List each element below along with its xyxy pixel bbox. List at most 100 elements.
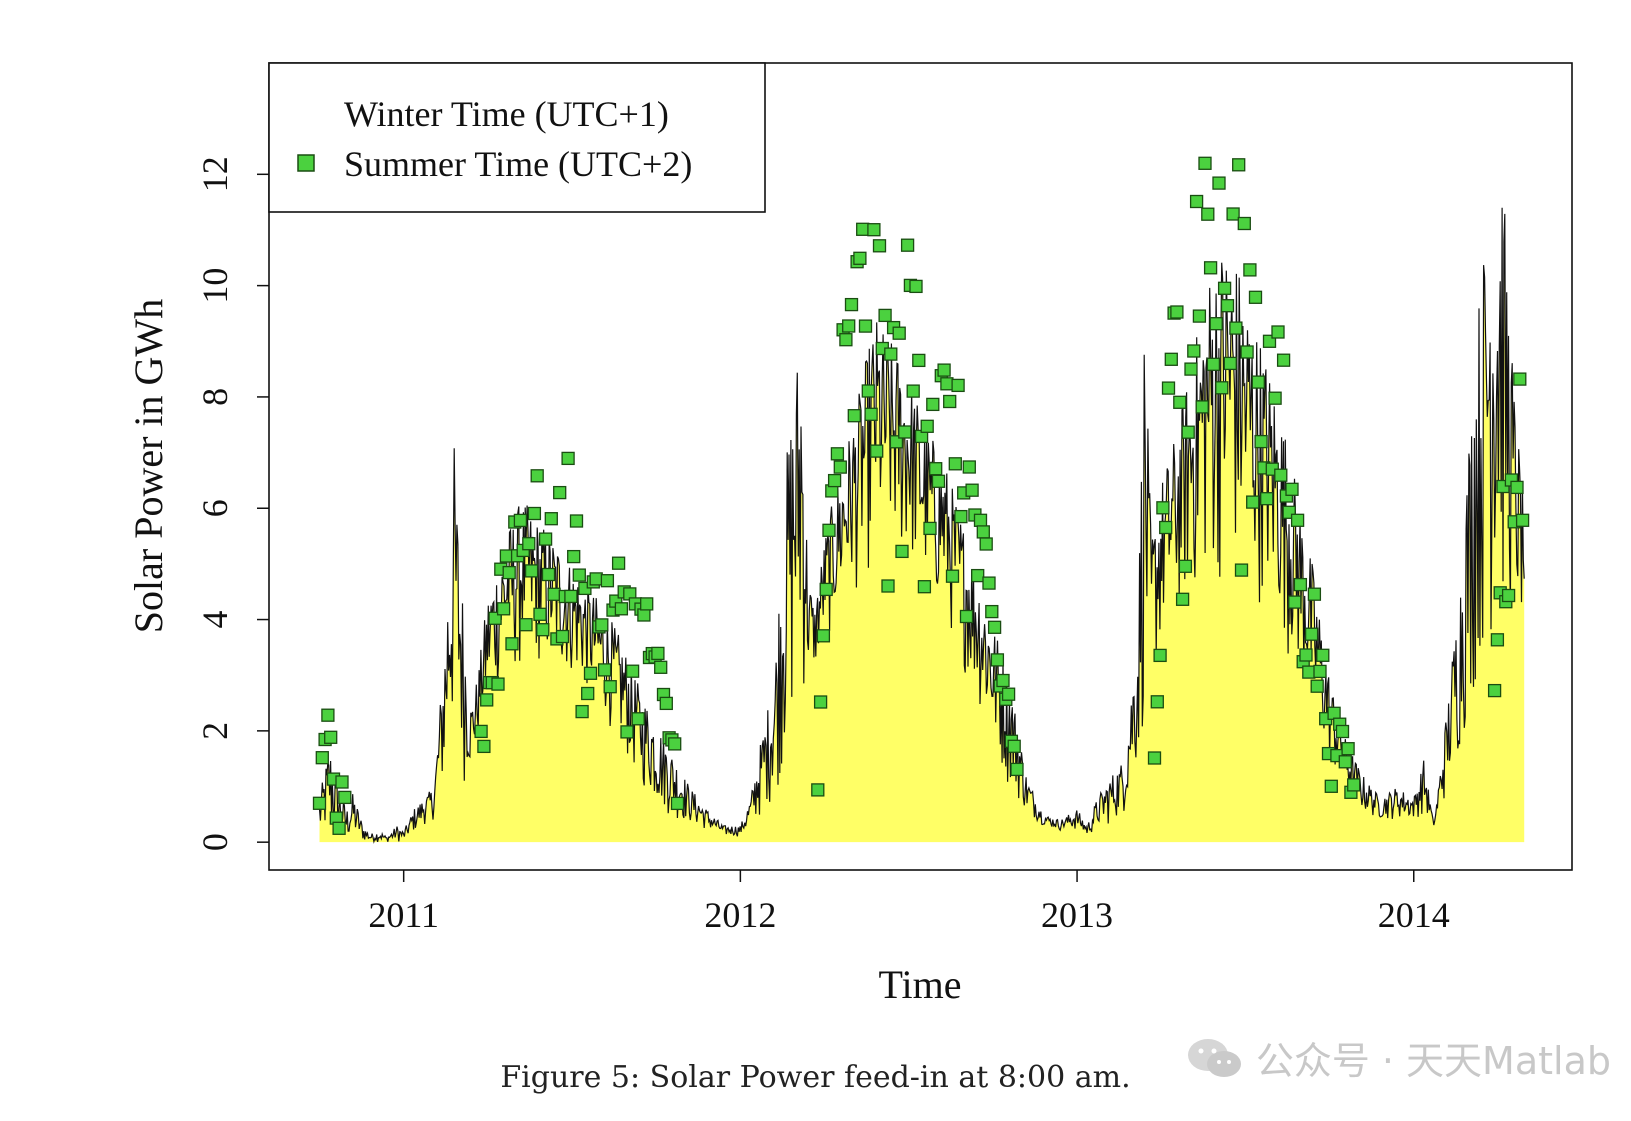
summer-marker: [900, 238, 915, 252]
summer-marker: [1254, 434, 1268, 449]
summer-marker: [1487, 683, 1502, 698]
summer-marker: [524, 564, 539, 578]
summer-marker: [668, 737, 682, 751]
summer-marker: [538, 532, 553, 546]
summer-marker: [1316, 648, 1330, 662]
watermark: 公众号 · 天天Matlab: [1184, 1030, 1611, 1085]
summer-marker: [1338, 755, 1352, 769]
summer-marker: [1299, 648, 1313, 662]
x-tick-label: 2013: [1041, 895, 1113, 935]
summer-marker: [971, 568, 985, 583]
summer-marker: [1290, 513, 1305, 527]
summer-marker: [530, 469, 544, 483]
y-tick-label: 4: [195, 611, 235, 629]
summer-marker: [1302, 665, 1316, 679]
summer-marker: [572, 568, 586, 582]
summer-marker: [541, 567, 556, 582]
summer-marker: [917, 580, 932, 594]
summer-marker: [321, 708, 335, 722]
summer-marker: [1212, 176, 1226, 190]
figure-caption: Figure 5: Solar Power feed-in at 8:00 am…: [500, 1060, 1131, 1095]
legend: Winter Time (UTC+1) Summer Time (UTC+2): [268, 62, 766, 213]
summer-marker: [1347, 778, 1361, 792]
x-tick-label: 2012: [704, 895, 776, 935]
summer-marker: [499, 549, 514, 563]
summer-marker: [575, 704, 589, 719]
summer-marker: [1310, 679, 1324, 693]
summer-marker: [1153, 648, 1167, 663]
legend-marker-summer: [297, 154, 315, 172]
summer-marker: [1293, 577, 1308, 592]
summer-marker: [948, 457, 962, 471]
y-tick-label: 2: [195, 722, 235, 740]
summer-marker: [1147, 751, 1162, 765]
summer-marker: [513, 513, 528, 528]
summer-marker: [985, 604, 999, 619]
summer-marker: [527, 506, 542, 521]
summer-marker: [491, 677, 505, 691]
summer-marker: [1007, 739, 1021, 753]
summer-marker: [822, 523, 836, 537]
summer-marker: [1181, 425, 1195, 439]
summer-marker: [811, 783, 825, 797]
summer-marker: [954, 509, 968, 524]
summer-marker: [1285, 482, 1299, 496]
summer-marker: [1189, 194, 1204, 209]
summer-marker: [1313, 664, 1327, 679]
summer-marker: [625, 664, 640, 678]
summer-marker: [1327, 706, 1341, 720]
summer-marker: [637, 608, 651, 622]
summer-marker: [477, 739, 491, 754]
summer-marker: [853, 251, 867, 265]
summer-marker: [1229, 321, 1243, 335]
summer-marker: [990, 653, 1005, 667]
summer-marker: [844, 297, 859, 312]
summer-marker: [1178, 559, 1193, 573]
summer-marker: [654, 660, 668, 674]
summer-marker: [976, 525, 990, 539]
y-axis-title: Solar Power in GWh: [126, 299, 171, 633]
summer-marker: [555, 629, 570, 644]
summer-marker: [547, 587, 561, 601]
summer-marker: [912, 353, 926, 368]
summer-marker: [1271, 325, 1285, 339]
summer-marker: [1184, 362, 1198, 376]
summer-marker: [1220, 299, 1235, 313]
summer-marker: [1198, 156, 1212, 170]
summer-marker: [1288, 595, 1302, 609]
summer-marker: [813, 695, 828, 709]
summer-marker: [1341, 742, 1355, 756]
summer-marker: [651, 646, 665, 661]
summer-marker: [982, 576, 996, 590]
summer-marker: [659, 696, 673, 711]
summer-marker: [583, 666, 598, 680]
summer-marker: [819, 582, 833, 597]
summer-marker: [312, 796, 327, 810]
summer-marker: [536, 623, 550, 637]
summer-marker: [533, 607, 547, 621]
summer-marker: [987, 620, 1002, 634]
summer-marker: [923, 521, 937, 536]
summer-marker: [614, 602, 629, 616]
summer-marker: [600, 574, 615, 588]
summer-marker: [1335, 724, 1350, 739]
legend-box: [268, 62, 766, 213]
summer-marker: [920, 419, 934, 433]
summer-marker: [898, 425, 912, 439]
summer-marker: [1206, 357, 1221, 371]
summer-marker: [839, 333, 853, 347]
summer-marker: [1223, 356, 1237, 371]
summer-marker: [670, 796, 685, 811]
summer-marker: [1150, 695, 1164, 709]
summer-marker: [1192, 309, 1207, 323]
summer-marker: [906, 384, 920, 398]
legend-entry-summer: Summer Time (UTC+2): [344, 144, 692, 184]
summer-marker: [856, 222, 870, 236]
summer-marker: [1164, 352, 1178, 366]
summer-marker: [867, 223, 881, 237]
summer-marker: [496, 602, 511, 616]
summer-marker: [332, 821, 346, 835]
summer-marker: [335, 775, 349, 789]
summer-marker: [1173, 395, 1187, 409]
